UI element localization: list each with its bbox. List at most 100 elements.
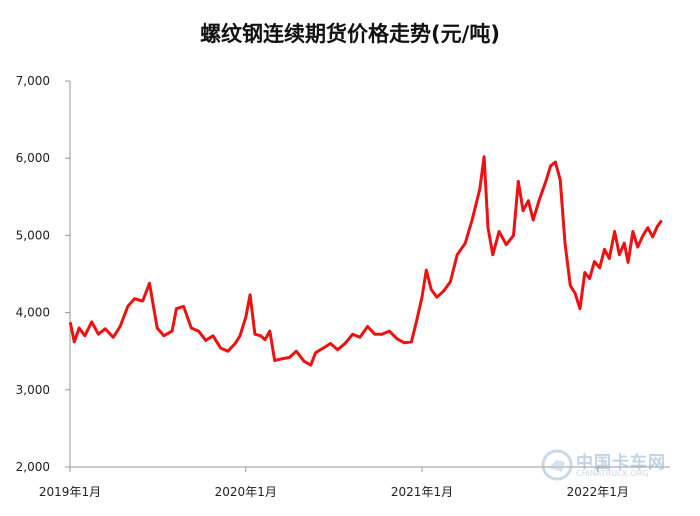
data-point xyxy=(329,342,332,345)
data-point xyxy=(253,333,257,336)
y-tick-label: 5,000 xyxy=(16,228,50,242)
data-point xyxy=(73,340,76,344)
data-point xyxy=(322,346,325,350)
data-point xyxy=(162,334,166,337)
data-point xyxy=(259,334,262,337)
data-point xyxy=(302,360,306,363)
x-tick-label: 2022年1月 xyxy=(567,485,629,499)
x-tick-label: 2019年1月 xyxy=(39,485,101,499)
data-point xyxy=(482,155,486,158)
watermark-logo: 中国卡车网 CHINATRUCK.ORG xyxy=(540,446,670,496)
data-point xyxy=(623,241,626,245)
y-tick-label: 3,000 xyxy=(16,383,50,397)
data-point xyxy=(527,199,530,202)
data-point xyxy=(537,199,541,202)
data-point xyxy=(478,187,481,191)
data-point xyxy=(263,338,267,341)
data-point xyxy=(554,160,557,164)
data-point xyxy=(170,329,174,333)
data-point xyxy=(521,209,525,212)
data-point xyxy=(403,341,406,344)
data-point xyxy=(410,340,413,344)
data-point xyxy=(211,334,215,337)
x-tick-label: 2020年1月 xyxy=(215,485,277,499)
data-point xyxy=(97,333,100,336)
data-point xyxy=(583,271,586,274)
data-point xyxy=(288,356,291,359)
data-point xyxy=(569,284,572,287)
data-point xyxy=(69,322,72,325)
data-point xyxy=(659,220,663,223)
chart-title: 螺纹钢连续期货价格走势(元/吨) xyxy=(200,22,500,46)
data-point xyxy=(532,218,535,222)
data-point xyxy=(175,307,178,310)
data-point xyxy=(435,296,439,299)
data-point xyxy=(336,348,339,351)
data-point xyxy=(573,292,577,295)
data-point xyxy=(90,320,93,324)
data-point xyxy=(618,253,621,256)
data-point xyxy=(112,336,115,339)
data-point xyxy=(388,329,391,333)
data-point xyxy=(636,245,639,249)
data-point xyxy=(608,257,611,260)
y-tick-label: 6,000 xyxy=(16,151,50,165)
data-point xyxy=(626,261,630,264)
data-point xyxy=(156,326,159,330)
tick-labels: 2,000 3,000 4,000 5,000 6,000 7,000 2019年1月 202… xyxy=(16,74,629,499)
data-point xyxy=(182,305,185,308)
data-point xyxy=(517,180,520,183)
data-point xyxy=(598,266,601,269)
data-point xyxy=(380,333,384,336)
data-point xyxy=(248,293,252,296)
truck-logo-icon xyxy=(541,449,573,481)
data-point xyxy=(273,359,276,362)
data-point xyxy=(603,248,606,251)
data-point xyxy=(126,305,129,308)
axes xyxy=(65,80,670,472)
data-point xyxy=(280,357,283,361)
data-point xyxy=(505,243,508,246)
data-point xyxy=(268,329,271,333)
data-point xyxy=(559,178,562,181)
data-point xyxy=(366,325,369,328)
data-point xyxy=(343,342,347,345)
data-point xyxy=(631,230,635,233)
data-point xyxy=(395,337,399,340)
data-point xyxy=(234,342,237,345)
data-point xyxy=(309,363,312,367)
data-point xyxy=(544,180,547,183)
data-point xyxy=(491,253,494,256)
data-point xyxy=(442,289,445,293)
data-point xyxy=(656,224,659,228)
data-point xyxy=(104,327,107,330)
data-point xyxy=(641,234,645,237)
data-point xyxy=(464,241,467,245)
data-point xyxy=(549,164,552,168)
watermark-subtext: CHINATRUCK.ORG xyxy=(576,469,649,478)
data-point xyxy=(456,253,459,256)
data-point xyxy=(219,346,222,350)
data-point xyxy=(613,230,616,233)
data-point xyxy=(449,280,452,283)
data-point xyxy=(244,316,247,319)
data-point xyxy=(148,282,151,285)
data-point xyxy=(512,234,515,237)
data-point xyxy=(593,260,596,263)
data-point xyxy=(118,325,122,328)
x-tick-label: 2021年1月 xyxy=(391,485,453,499)
data-point xyxy=(470,218,474,222)
data-point xyxy=(486,226,490,229)
series-layer xyxy=(69,155,663,367)
y-tick-label: 4,000 xyxy=(16,306,50,320)
data-point xyxy=(588,277,591,280)
data-point xyxy=(358,336,362,339)
data-point xyxy=(415,321,418,324)
data-point xyxy=(425,268,428,272)
y-tick-label: 2,000 xyxy=(16,460,50,474)
data-point xyxy=(141,299,144,303)
data-point xyxy=(238,334,242,337)
data-point xyxy=(190,326,193,330)
data-point xyxy=(373,333,376,336)
data-point xyxy=(77,326,81,330)
